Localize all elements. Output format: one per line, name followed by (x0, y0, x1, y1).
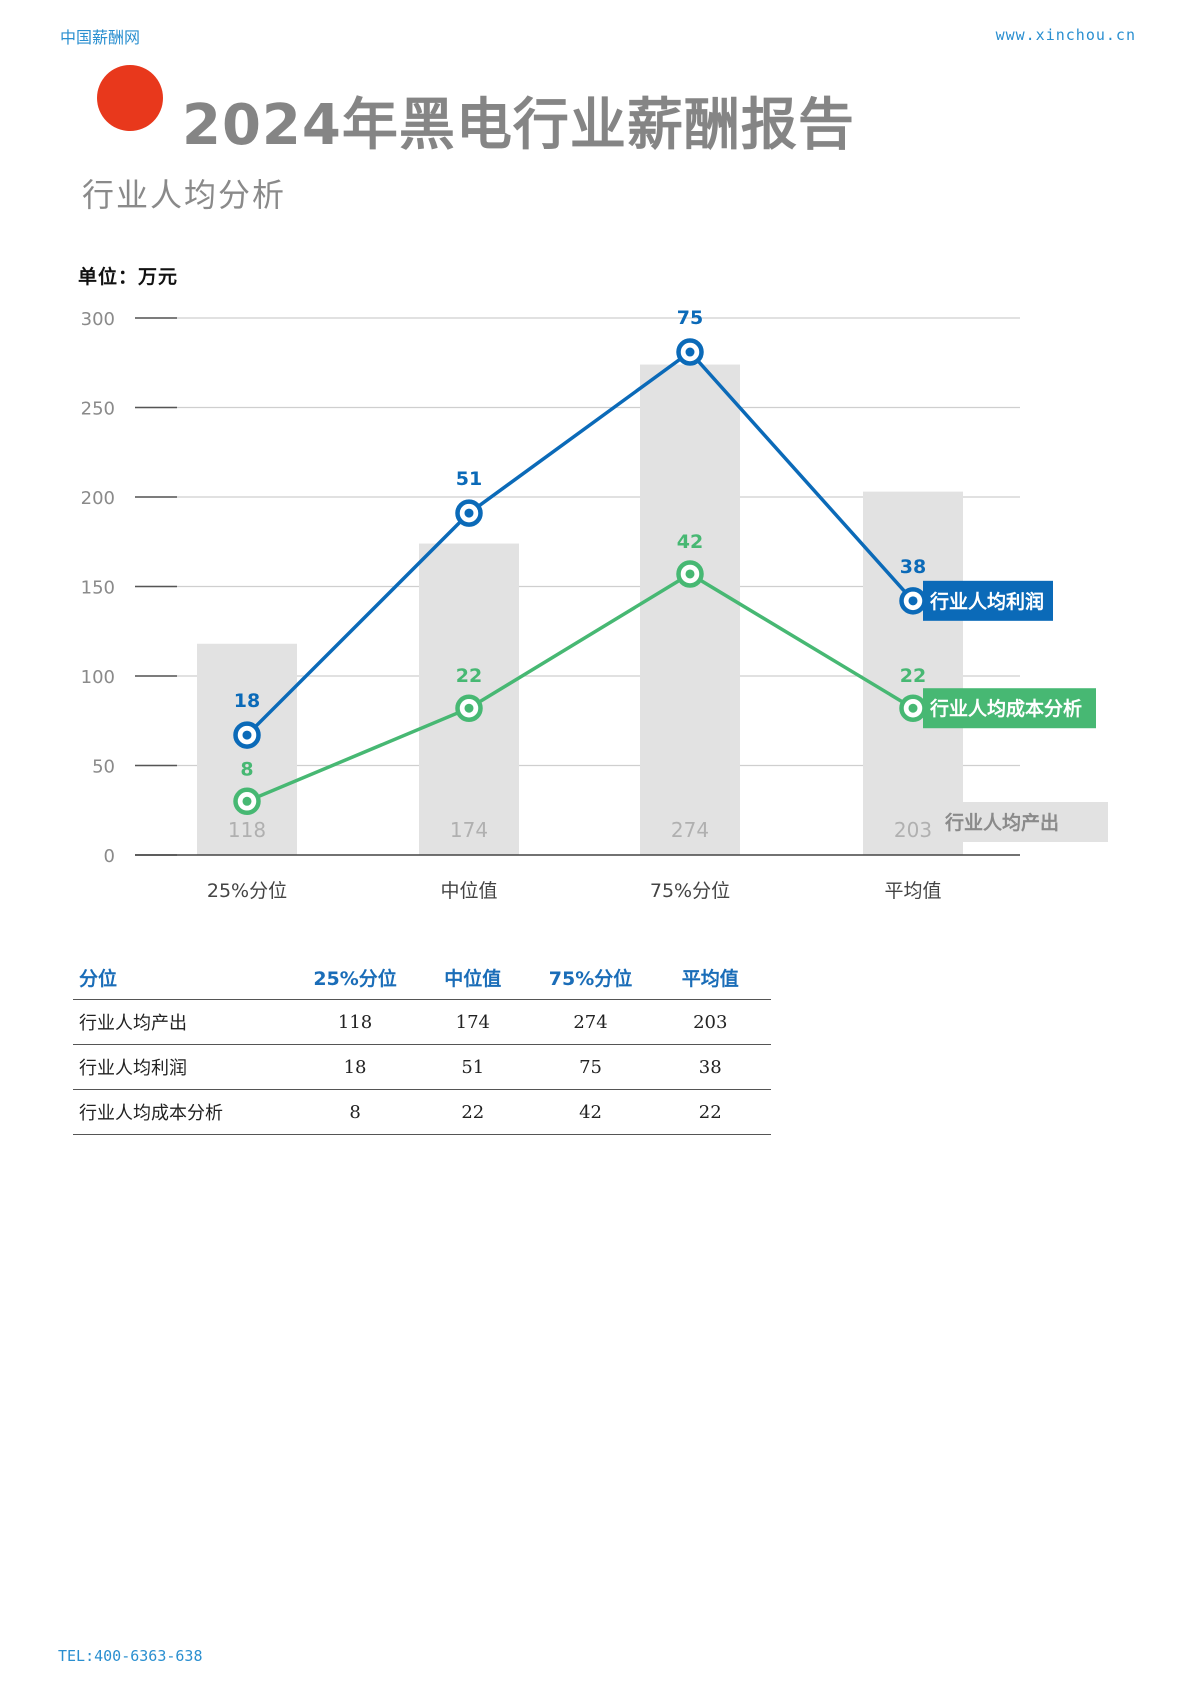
legend-tag-label: 行业人均利润 (929, 590, 1044, 613)
bar (640, 364, 740, 855)
table-row: 行业人均产出 118 174 274 203 (73, 999, 771, 1045)
table-cell: 75 (531, 1044, 650, 1090)
x-tick-label: 中位值 (440, 880, 497, 902)
table-cell: 38 (649, 1044, 771, 1090)
title-dot (97, 65, 163, 131)
table-body: 行业人均产出 118 174 274 203 行业人均利润 18 51 75 38 行业人均成本分析… (73, 999, 771, 1135)
y-tick-label: 200 (81, 488, 115, 509)
series-line (245, 349, 915, 737)
page-title: 2024年黑电行业薪酬报告 (182, 93, 855, 158)
legend-output-tag (938, 802, 1108, 842)
series-data-label: 75 (677, 307, 703, 329)
table-cell: 22 (649, 1089, 771, 1135)
series-data-label: 38 (900, 556, 926, 578)
table-cell: 51 (414, 1044, 532, 1090)
series-point-center (464, 508, 474, 518)
legend-tag (923, 688, 1096, 729)
y-tick-label: 100 (81, 667, 115, 688)
bar-value-label: 274 (671, 818, 709, 842)
x-tick-label: 25%分位 (207, 880, 287, 902)
y-tick-label: 50 (92, 757, 115, 778)
data-table: 分位 25%分位 中位值 75%分位 平均值 行业人均产出 118 174 274 203 行业人… (73, 955, 771, 1135)
bar-value-label: 118 (228, 818, 266, 842)
y-tick-label: 300 (81, 309, 115, 330)
table-cell: 42 (531, 1089, 650, 1135)
table-row: 行业人均成本分析 8 22 42 22 (73, 1089, 771, 1135)
table-header-cell: 中位值 (414, 955, 532, 1000)
series-point-center (242, 796, 252, 806)
y-tick-label: 250 (81, 399, 115, 420)
section-subtitle: 行业人均分析 (82, 176, 287, 214)
x-tick-label: 平均值 (884, 880, 941, 902)
series-point-center (464, 703, 474, 713)
series-data-label: 18 (234, 690, 260, 712)
y-tick-label: 150 (81, 578, 115, 599)
table-cell: 174 (414, 999, 532, 1045)
series-point-center (685, 569, 695, 579)
legend-tag-label: 行业人均成本分析 (929, 697, 1082, 720)
series-data-label: 51 (456, 468, 482, 490)
site-name: 中国薪酬网 (60, 28, 141, 47)
table-row-label: 行业人均产出 (73, 999, 297, 1045)
table-header-row: 分位 25%分位 中位值 75%分位 平均值 (73, 955, 771, 1000)
unit-label: 单位：万元 (78, 266, 179, 288)
table-cell: 203 (649, 999, 771, 1045)
table-header-cell: 75%分位 (531, 955, 650, 1000)
bar (197, 643, 297, 855)
series-point-center (908, 596, 918, 606)
series-line (246, 571, 914, 803)
table-header-cell: 平均值 (649, 955, 771, 1000)
y-tick-label: 0 (104, 846, 115, 867)
x-tick-label: 75%分位 (650, 880, 730, 902)
legend-tag (923, 580, 1053, 621)
series-data-label: 8 (240, 758, 253, 780)
series-point-center (242, 730, 252, 740)
bar (863, 491, 963, 855)
table-cell: 8 (296, 1089, 415, 1135)
series-data-label: 42 (677, 531, 703, 553)
table-row-label: 行业人均利润 (73, 1044, 297, 1090)
table-cell: 22 (414, 1089, 532, 1135)
series-point-center (685, 347, 695, 357)
bar-value-label: 203 (894, 818, 932, 842)
site-url[interactable]: www.xinchou.cn (995, 26, 1136, 44)
table-cell: 274 (531, 999, 650, 1045)
series-point-center (908, 703, 918, 713)
series-data-label: 22 (456, 665, 482, 687)
table-header-rowlabel: 分位 (73, 955, 297, 1000)
table-header-cell: 25%分位 (296, 955, 415, 1000)
legend-output-label: 行业人均产出 (944, 811, 1059, 834)
chart: 0 50 100 150 200 250 300 118 174 274 203 25%分位 中位值 75… (81, 307, 1108, 902)
table-cell: 118 (296, 999, 415, 1045)
footer-tel: TEL:400-6363-638 (58, 1647, 203, 1665)
table-cell: 18 (296, 1044, 415, 1090)
series-data-label: 22 (900, 665, 926, 687)
bar-value-label: 174 (450, 818, 488, 842)
table-row: 行业人均利润 18 51 75 38 (73, 1044, 771, 1090)
table-row-label: 行业人均成本分析 (73, 1089, 297, 1135)
